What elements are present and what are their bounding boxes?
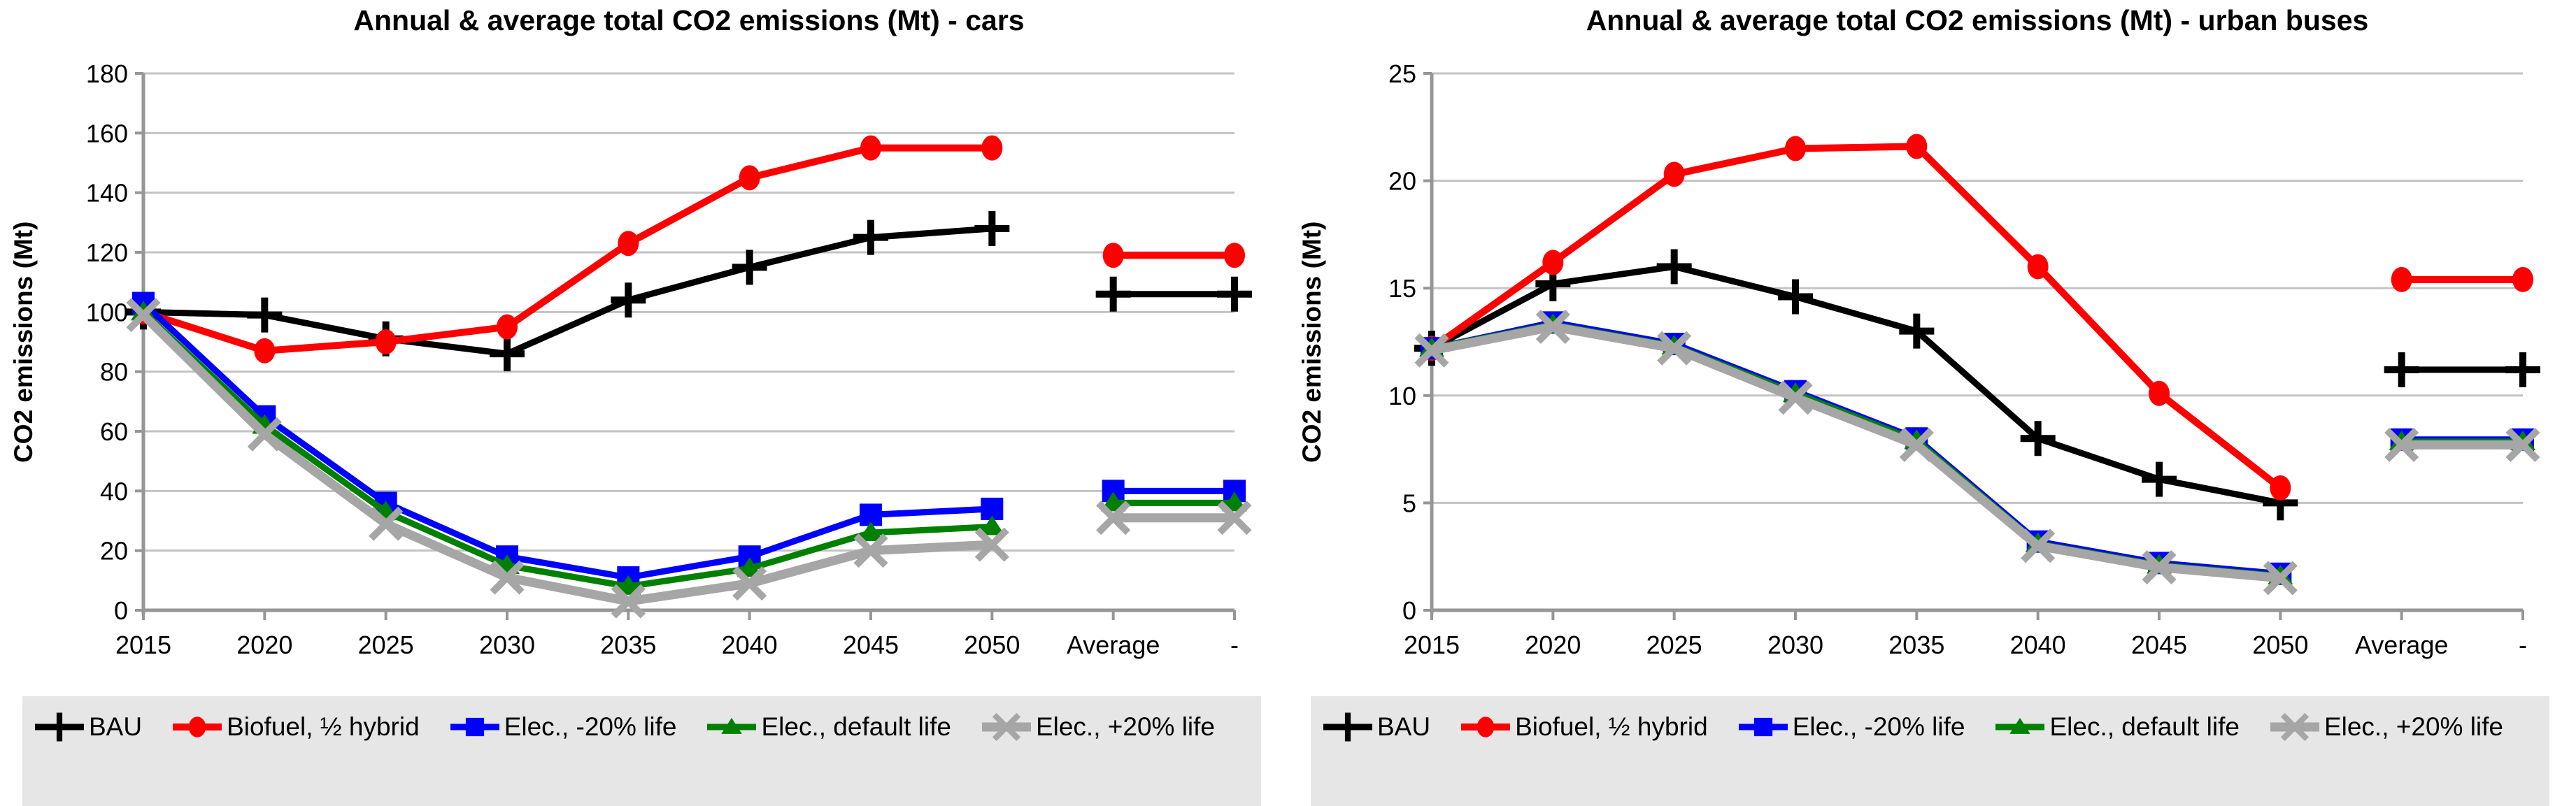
y-axis-title-buses: CO2 emissions (Mt) <box>1297 221 1326 463</box>
legend-item-label: Elec., +20% life <box>2324 712 2504 741</box>
svg-text:140: 140 <box>86 179 128 208</box>
plus-legend-marker-icon <box>35 712 84 742</box>
legend-item-label: Elec., default life <box>2049 712 2240 741</box>
legend-item: BAU <box>1321 707 1430 747</box>
svg-text:180: 180 <box>86 59 128 88</box>
chart-panel-buses: 0 5 10 15 20 25 2015 2020 2025 2030 2035 2040 2045 20… <box>1288 0 2576 806</box>
y-axis-title-cars: CO2 emissions (Mt) <box>9 221 38 463</box>
legend-item-label: Biofuel, ½ hybrid <box>227 712 420 741</box>
svg-text:15: 15 <box>1388 274 1416 303</box>
svg-text:2040: 2040 <box>2010 631 2066 659</box>
legend-buses: BAU Biofuel, ½ hybrid Elec., -20% life Elec… <box>1311 696 2549 806</box>
svg-text:100: 100 <box>86 298 128 326</box>
svg-text:2050: 2050 <box>964 631 1020 659</box>
svg-text:Average: Average <box>1067 631 1160 659</box>
svg-text:20: 20 <box>100 537 128 566</box>
legend-item: Elec., default life <box>1993 707 2240 747</box>
svg-text:-: - <box>1230 631 1239 659</box>
chart-title-cars: Annual & average total CO2 emissions (Mt… <box>353 4 1025 36</box>
x-legend-marker-icon <box>981 712 1031 742</box>
legend-item-label: Biofuel, ½ hybrid <box>1515 712 1708 741</box>
legend-item-label: Elec., default life <box>761 712 951 741</box>
svg-text:20: 20 <box>1388 167 1416 196</box>
svg-text:2030: 2030 <box>1767 631 1823 659</box>
triangle-legend-marker-icon <box>1995 717 2045 734</box>
svg-text:2040: 2040 <box>722 631 778 659</box>
svg-text:2025: 2025 <box>1646 631 1702 659</box>
svg-text:2045: 2045 <box>2131 631 2187 659</box>
svg-text:60: 60 <box>100 417 128 446</box>
svg-text:5: 5 <box>1402 489 1416 517</box>
svg-text:10: 10 <box>1388 382 1416 410</box>
legend-item: Elec., -20% life <box>448 707 677 747</box>
legend-item: Biofuel, ½ hybrid <box>170 707 420 747</box>
triangle-legend-marker-icon <box>707 717 757 734</box>
legend-item: Elec., +20% life <box>979 707 1215 747</box>
svg-text:40: 40 <box>100 477 128 505</box>
legend-cars: BAU Biofuel, ½ hybrid Elec., -20% life Elec… <box>22 696 1261 806</box>
svg-text:0: 0 <box>114 596 128 625</box>
plus-legend-marker-icon <box>1323 712 1372 742</box>
legend-item-label: Elec., +20% life <box>1035 712 1216 741</box>
svg-text:-: - <box>2519 631 2527 659</box>
legend-item: BAU <box>32 707 142 747</box>
legend-item: Elec., default life <box>704 707 951 747</box>
legend-item-label: BAU <box>1377 712 1431 741</box>
svg-text:120: 120 <box>86 238 128 267</box>
legend-item-label: Elec., -20% life <box>1792 712 1965 741</box>
svg-text:2030: 2030 <box>479 631 535 659</box>
legend-item: Elec., +20% life <box>2268 707 2503 747</box>
svg-text:2020: 2020 <box>236 631 292 659</box>
svg-text:2045: 2045 <box>843 631 899 659</box>
chart-panel-cars: 0 20 40 60 80 100 120 140 160 180 2015 2020 2025 2030… <box>9 4 1261 806</box>
svg-text:2015: 2015 <box>115 631 171 659</box>
square-legend-marker-icon <box>450 717 499 737</box>
svg-text:Average: Average <box>2355 631 2448 659</box>
svg-text:2035: 2035 <box>600 631 656 659</box>
svg-text:25: 25 <box>1388 59 1416 88</box>
legend-item: Elec., -20% life <box>1736 707 1965 747</box>
svg-text:2020: 2020 <box>1525 631 1581 659</box>
legend-item-label: Elec., -20% life <box>504 712 677 741</box>
svg-text:2025: 2025 <box>358 631 414 659</box>
legend-item: Biofuel, ½ hybrid <box>1458 707 1708 747</box>
svg-text:80: 80 <box>100 358 128 387</box>
svg-text:2015: 2015 <box>1404 631 1460 659</box>
svg-text:0: 0 <box>1402 596 1416 625</box>
dot-legend-marker-icon <box>1461 717 1511 737</box>
svg-text:2050: 2050 <box>2252 631 2308 659</box>
chart-title-buses: Annual & average total CO2 emissions (Mt… <box>1586 4 2369 36</box>
square-legend-marker-icon <box>1738 717 1788 737</box>
svg-text:160: 160 <box>86 119 128 147</box>
legend-item-label: BAU <box>89 712 143 741</box>
dot-legend-marker-icon <box>173 717 222 737</box>
x-legend-marker-icon <box>2270 712 2319 742</box>
svg-text:2035: 2035 <box>1888 631 1944 659</box>
